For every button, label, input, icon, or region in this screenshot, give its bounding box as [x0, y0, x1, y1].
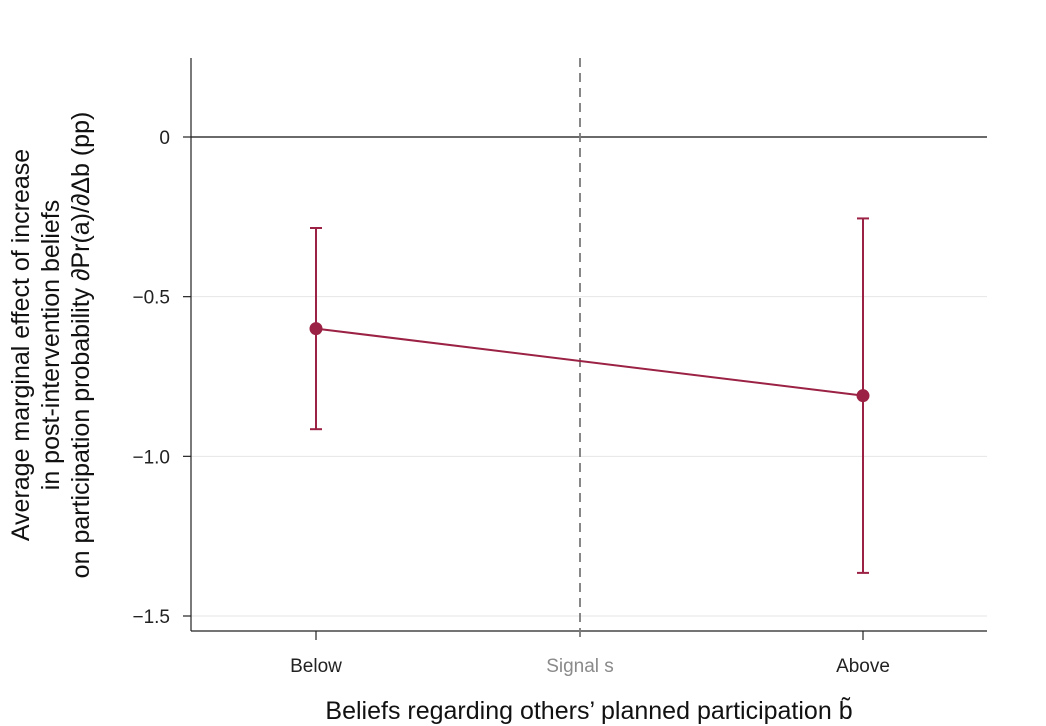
- grid-layer: [191, 296, 987, 617]
- y-axis-title-line-2: in post-intervention beliefs: [37, 200, 65, 490]
- y-axis-title-line-1: Average marginal effect of increase: [7, 149, 35, 541]
- y-tick-label: 0: [159, 128, 170, 149]
- y-tick-label: −1.0: [132, 447, 170, 468]
- x-tick-label: Below: [290, 656, 342, 677]
- y-tick-label: −1.5: [132, 607, 170, 628]
- signal-label: Signal s: [546, 656, 614, 677]
- x-ticks: Below Above: [290, 631, 890, 677]
- data-point: [309, 322, 323, 336]
- x-axis-title: Beliefs regarding others’ planned partic…: [325, 697, 852, 725]
- data-point: [856, 389, 870, 403]
- y-ticks: 0 −0.5 −1.0 −1.5: [132, 128, 191, 628]
- series-line: [315, 327, 864, 397]
- x-tick-label: Above: [836, 656, 890, 677]
- axes-layer: [190, 58, 987, 632]
- y-axis-title-line-3: on participation probability ∂Pr(a)/∂Δb …: [67, 112, 95, 579]
- y-tick-label: −0.5: [132, 288, 170, 309]
- y-axis-title: Average marginal effect of increase in p…: [7, 112, 95, 579]
- series-layer: [309, 217, 870, 574]
- signal-reference-layer: Signal s: [546, 58, 614, 677]
